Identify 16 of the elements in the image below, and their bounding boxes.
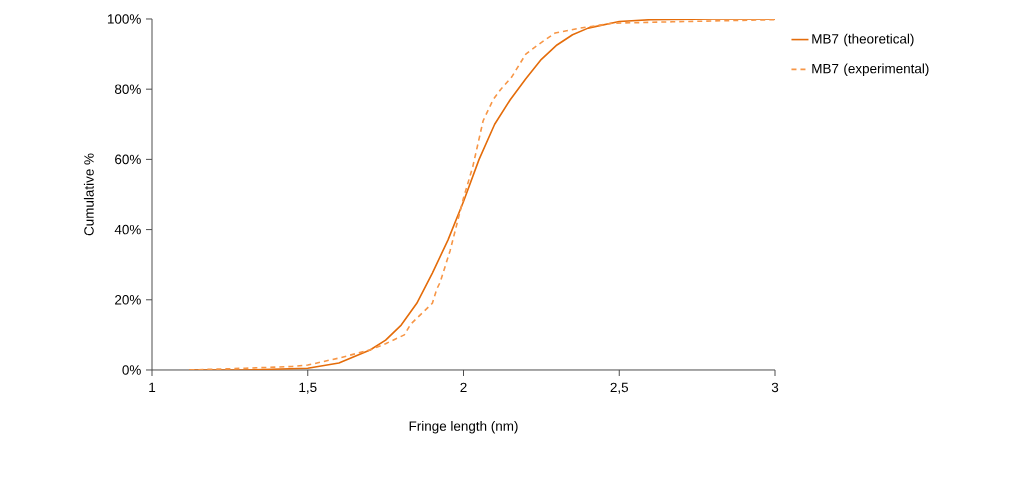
line-series [188, 18, 776, 370]
y-tick-label: 60% [115, 154, 141, 165]
y-tick-label: 40% [114, 224, 141, 235]
legend-label: MB7 (theoretical) [812, 33, 914, 47]
y-tick-label: 80% [114, 84, 141, 94]
y-tick-label: 20% [115, 295, 141, 305]
x-tick-label: 1,5 [299, 382, 317, 394]
x-tick-label: 1 [149, 382, 156, 392]
y-tick-label: 0% [122, 365, 141, 375]
legend-label: MB7 (experimental) [812, 63, 929, 76]
y-axis-title: Cumulative % [83, 153, 94, 236]
x-axis-title: Fringe length (nm) [409, 420, 518, 434]
x-tick-label: 2 [460, 382, 467, 393]
x-tick-label: 2,5 [610, 382, 629, 394]
x-tick-label: 3 [771, 382, 779, 393]
y-tick-label: 100% [107, 14, 141, 24]
